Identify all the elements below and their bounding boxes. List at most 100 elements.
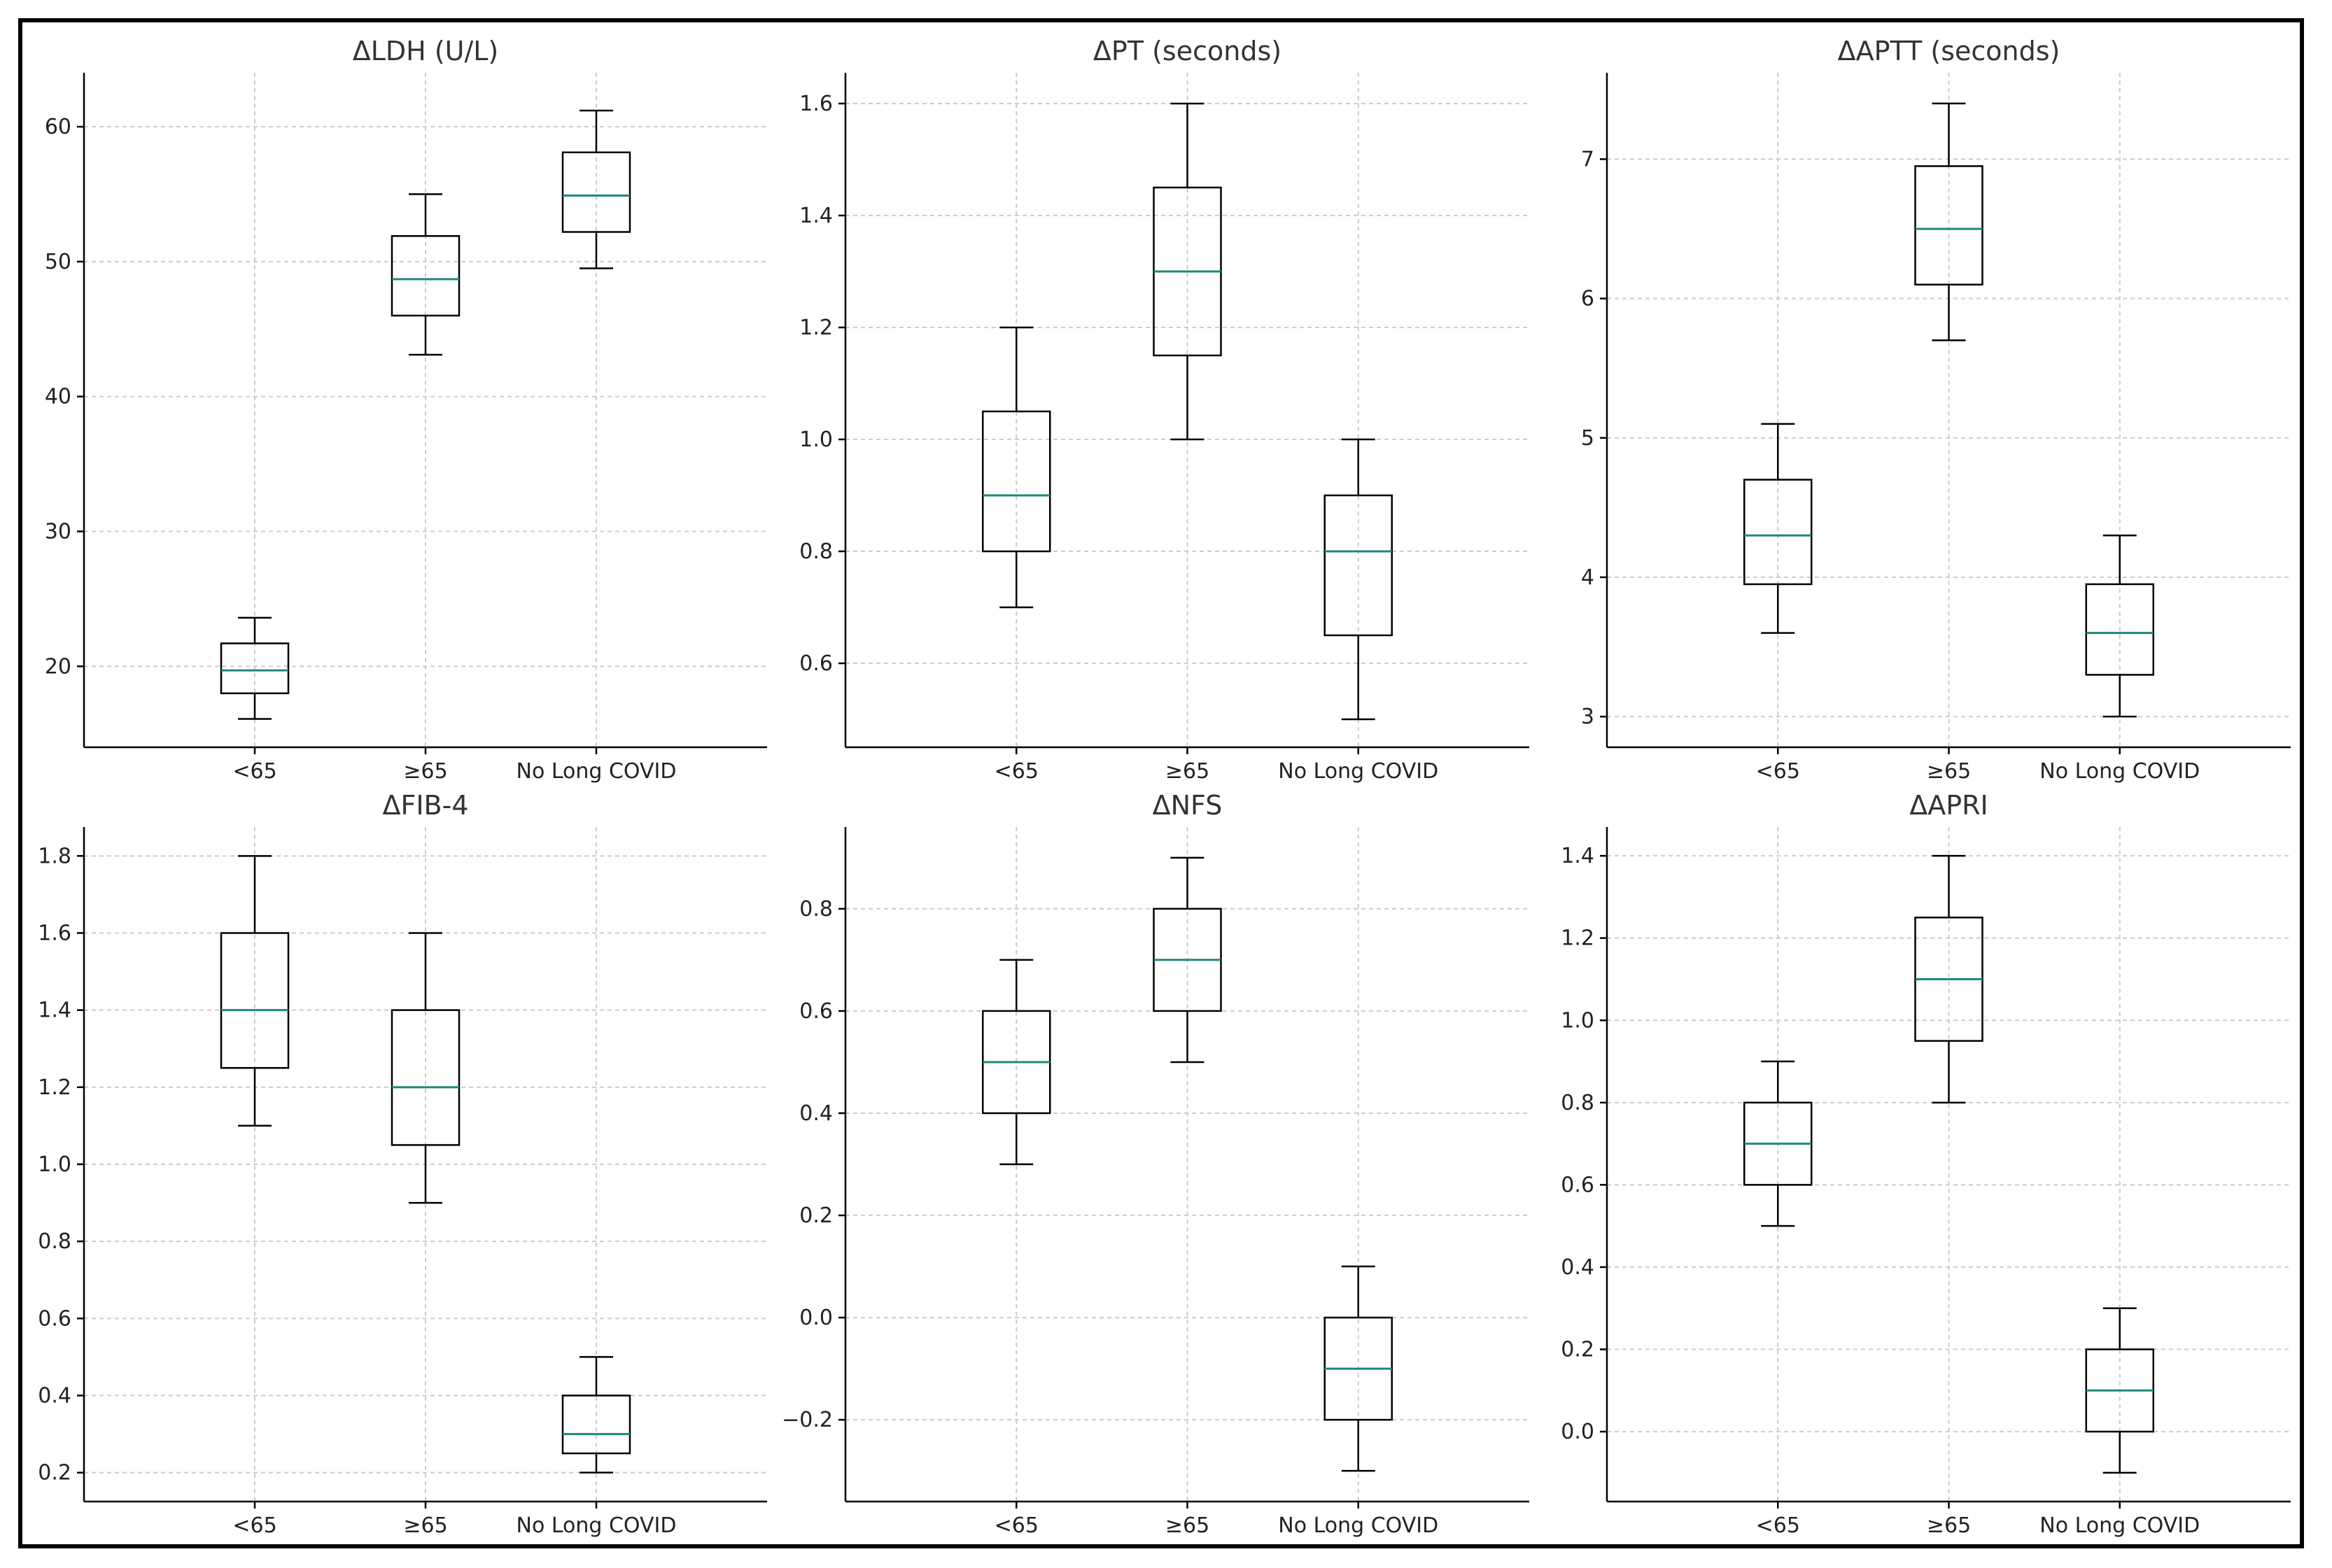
- chart-panel-5: ΔNFS −0.2 0.0 0.2 0.4 0.6 0.8 <65 ≥65 No Long COV…: [782, 790, 1529, 1538]
- y-tick-label: 1.6: [799, 92, 833, 116]
- y-tick-label: 1.2: [1561, 926, 1594, 951]
- x-tick-label: <65: [995, 759, 1039, 784]
- iqr-box: [220, 932, 290, 1069]
- x-tick-label: <65: [1756, 1513, 1800, 1538]
- box-2: [1914, 102, 1983, 341]
- box-3: [2085, 535, 2154, 718]
- y-tick-label: 0.8: [1561, 1091, 1594, 1115]
- box-2: [1153, 856, 1222, 1064]
- y-tick-label: 0.2: [799, 1203, 833, 1228]
- y-tick-label: 1.4: [799, 204, 833, 228]
- x-tick-label: ≥65: [1927, 759, 1971, 784]
- y-tick-label: 1.0: [1561, 1008, 1594, 1033]
- y-tick-label: 0.8: [38, 1229, 71, 1254]
- y-tick-label: 5: [1581, 426, 1594, 451]
- chart-title: ΔAPRI: [1909, 790, 1988, 821]
- box-2: [1153, 102, 1222, 441]
- box-2: [1914, 854, 1983, 1104]
- y-tick-label: 0.4: [1561, 1255, 1594, 1280]
- box-3: [1323, 438, 1393, 721]
- y-tick-label: 0.4: [799, 1101, 833, 1126]
- y-tick-label: 0.8: [799, 539, 833, 564]
- iqr-box: [1323, 494, 1393, 637]
- box-1: [1743, 1060, 1813, 1227]
- y-tick-label: 0.0: [799, 1306, 833, 1330]
- chart-title: ΔLDH (U/L): [353, 36, 499, 66]
- y-tick-label: 0.6: [38, 1306, 71, 1331]
- x-tick-label: <65: [232, 1513, 276, 1538]
- box-1: [982, 326, 1051, 609]
- y-tick-label: 1.0: [38, 1152, 71, 1177]
- y-tick-label: 0.6: [1561, 1173, 1594, 1197]
- y-tick-label: 0.0: [1561, 1420, 1594, 1444]
- x-tick-label: <65: [232, 759, 276, 784]
- x-tick-label: ≥65: [1165, 759, 1209, 784]
- chart-panel-6: ΔAPRI 0.0 0.2 0.4 0.6 0.8 1.0 1.2 1.4 <65 ≥65 No Lo…: [1561, 790, 2291, 1538]
- y-tick-label: 1.8: [38, 844, 71, 868]
- chart-panel-4: ΔFIB-4 0.2 0.4 0.6 0.8 1.0 1.2 1.4 1.6 1.8 <65 ≥65 N…: [38, 790, 767, 1538]
- x-tick-label: No Long COVID: [1278, 759, 1438, 784]
- y-tick-label: 0.4: [38, 1384, 71, 1408]
- chart-title: ΔNFS: [1153, 790, 1223, 821]
- x-tick-label: No Long COVID: [2039, 759, 2200, 784]
- box-3: [561, 1356, 631, 1474]
- x-tick-label: <65: [995, 1513, 1039, 1538]
- y-tick-label: 1.4: [1561, 844, 1594, 868]
- iqr-box: [220, 642, 290, 695]
- y-tick-label: 1.2: [799, 316, 833, 340]
- iqr-box: [391, 235, 461, 317]
- y-tick-label: 1.0: [799, 428, 833, 452]
- y-tick-label: 1.4: [38, 998, 71, 1023]
- x-tick-label: <65: [1756, 759, 1800, 784]
- x-tick-label: ≥65: [1165, 1513, 1209, 1538]
- x-tick-label: ≥65: [403, 1513, 447, 1538]
- chart-panel-1: ΔLDH (U/L) 20 30 40 50 60 <65 ≥65 No Long COVID: [45, 36, 767, 784]
- box-3: [2085, 1307, 2154, 1474]
- y-tick-label: 3: [1581, 705, 1594, 729]
- chart-panel-3: ΔAPTT (seconds) 3 4 5 6 7 <65 ≥65 No Long COVID: [1581, 36, 2291, 784]
- box-1: [982, 959, 1051, 1166]
- box-2: [391, 932, 461, 1204]
- x-tick-label: No Long COVID: [517, 759, 677, 784]
- y-tick-label: 0.2: [38, 1461, 71, 1485]
- box-1: [220, 855, 290, 1127]
- box-3: [561, 109, 631, 269]
- iqr-box: [561, 1394, 631, 1455]
- box-1: [1743, 423, 1813, 634]
- y-tick-label: 7: [1581, 147, 1594, 171]
- y-tick-label: 50: [45, 250, 71, 274]
- y-tick-label: −0.2: [782, 1408, 833, 1432]
- y-tick-label: 0.2: [1561, 1338, 1594, 1362]
- chart-title: ΔPT (seconds): [1093, 36, 1281, 66]
- box-2: [391, 193, 461, 356]
- y-tick-label: 60: [45, 115, 71, 139]
- x-tick-label: ≥65: [1927, 1513, 1971, 1538]
- chart-title: ΔAPTT (seconds): [1838, 36, 2060, 66]
- chart-panel-2: ΔPT (seconds) 0.6 0.8 1.0 1.2 1.4 1.6 <65 ≥65 No …: [799, 36, 1529, 784]
- figure-frame: [18, 18, 2304, 1548]
- y-tick-label: 6: [1581, 287, 1594, 311]
- y-tick-label: 1.2: [38, 1075, 71, 1100]
- iqr-box: [2085, 583, 2154, 676]
- y-tick-label: 0.6: [799, 999, 833, 1024]
- x-tick-label: No Long COVID: [1278, 1513, 1438, 1538]
- iqr-box: [561, 151, 631, 233]
- box-3: [1323, 1265, 1393, 1472]
- x-tick-label: ≥65: [403, 759, 447, 784]
- y-tick-label: 4: [1581, 565, 1594, 590]
- y-tick-label: 1.6: [38, 921, 71, 945]
- y-tick-label: 0.8: [799, 897, 833, 921]
- box-1: [220, 616, 290, 720]
- iqr-box: [982, 410, 1051, 553]
- y-tick-label: 0.6: [799, 651, 833, 676]
- x-tick-label: No Long COVID: [517, 1513, 677, 1538]
- iqr-box: [391, 1009, 461, 1146]
- y-tick-label: 20: [45, 654, 71, 679]
- x-tick-label: No Long COVID: [2039, 1513, 2200, 1538]
- y-tick-label: 30: [45, 520, 71, 544]
- chart-title: ΔFIB-4: [382, 790, 468, 821]
- iqr-box: [1743, 479, 1813, 586]
- y-tick-label: 40: [45, 385, 71, 409]
- iqr-box: [1914, 165, 1983, 285]
